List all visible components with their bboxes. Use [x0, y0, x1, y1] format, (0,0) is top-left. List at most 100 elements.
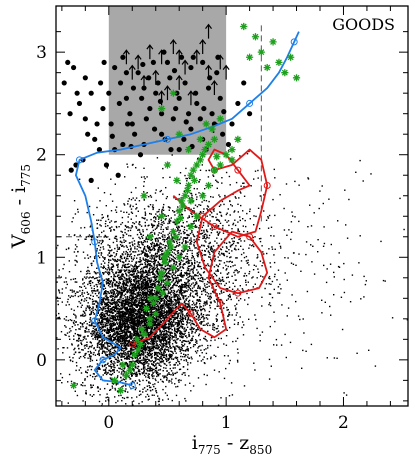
field-point [88, 329, 90, 331]
field-point [149, 295, 151, 297]
field-point [125, 378, 127, 380]
field-point [186, 303, 188, 305]
field-point [111, 373, 114, 375]
field-point [136, 333, 138, 335]
field-point [138, 394, 141, 396]
field-point [92, 327, 94, 329]
field-point [184, 332, 186, 334]
field-point [117, 383, 119, 385]
field-point [87, 257, 90, 259]
field-point [188, 303, 190, 306]
field-point [120, 319, 122, 322]
field-point [171, 354, 173, 356]
field-point [96, 370, 99, 372]
field-point [171, 378, 173, 380]
field-point [126, 343, 129, 345]
field-point [82, 313, 84, 316]
field-point [139, 294, 141, 296]
field-point [161, 314, 163, 316]
field-point [154, 337, 157, 339]
field-point [150, 306, 152, 309]
field-point [136, 298, 138, 300]
field-point [126, 306, 128, 308]
field-point [101, 324, 103, 326]
field-point [111, 370, 113, 372]
field-point [187, 259, 190, 261]
field-point [179, 339, 181, 342]
field-point [126, 281, 128, 283]
field-point [165, 364, 168, 367]
field-point [159, 310, 162, 313]
field-point [147, 376, 150, 378]
field-point [158, 298, 161, 301]
field-point [169, 332, 172, 334]
field-point [175, 323, 177, 325]
field-point [157, 318, 159, 320]
field-point [155, 347, 157, 350]
field-point [150, 280, 152, 283]
field-point [185, 255, 187, 257]
field-point [181, 345, 184, 347]
field-point [104, 351, 106, 353]
field-point [77, 291, 79, 293]
field-point [88, 353, 90, 356]
field-point [168, 272, 170, 275]
field-point [201, 315, 204, 318]
field-point [221, 177, 223, 179]
field-point [120, 335, 122, 337]
field-point [199, 318, 201, 320]
field-point [75, 369, 77, 372]
field-point [128, 342, 130, 344]
field-point [139, 370, 141, 372]
field-point [125, 318, 128, 320]
field-point [140, 299, 143, 301]
field-point [163, 299, 166, 301]
field-point [181, 341, 184, 343]
field-point [149, 382, 151, 384]
field-point [146, 282, 148, 285]
field-point [153, 257, 156, 259]
field-point [142, 288, 144, 291]
field-point [139, 279, 141, 282]
field-point [171, 335, 173, 337]
field-point [178, 346, 181, 348]
field-point [174, 346, 176, 348]
field-point [153, 293, 155, 295]
field-point [199, 305, 201, 307]
field-point [154, 332, 157, 335]
field-point [148, 367, 150, 370]
field-point [185, 295, 187, 297]
field-point [197, 309, 199, 312]
field-point [149, 263, 151, 265]
field-point [138, 295, 140, 297]
field-point [169, 345, 171, 347]
field-point [152, 342, 154, 344]
field-point [214, 308, 216, 310]
field-point [176, 325, 178, 328]
field-point [172, 374, 174, 376]
field-point [91, 330, 94, 332]
field-point [176, 371, 178, 374]
field-point [186, 257, 189, 260]
field-point [147, 283, 149, 285]
field-point [154, 367, 157, 369]
field-point [204, 362, 206, 365]
field-point [177, 265, 179, 267]
field-point [174, 339, 176, 341]
field-point [118, 281, 121, 283]
field-point [132, 301, 134, 304]
field-point [137, 332, 139, 334]
field-point [129, 286, 131, 288]
field-point [138, 308, 141, 310]
field-point [220, 290, 223, 292]
field-point [82, 336, 85, 338]
field-point [174, 367, 176, 369]
field-point [122, 299, 125, 302]
field-point [167, 398, 169, 400]
field-point [144, 359, 146, 361]
field-point [146, 296, 148, 298]
field-point [205, 323, 208, 325]
field-point [109, 350, 112, 352]
field-point [188, 216, 190, 218]
field-point [137, 354, 139, 357]
